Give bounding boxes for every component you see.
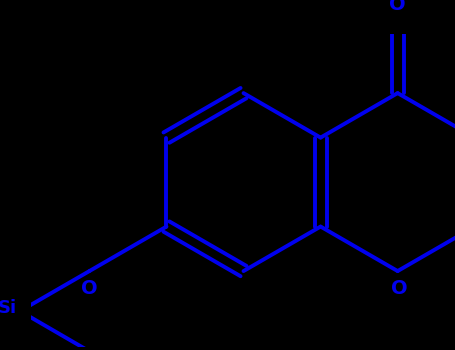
Text: O: O (391, 279, 408, 298)
Text: Si: Si (0, 299, 17, 317)
Text: O: O (81, 279, 98, 298)
Text: O: O (389, 0, 406, 14)
